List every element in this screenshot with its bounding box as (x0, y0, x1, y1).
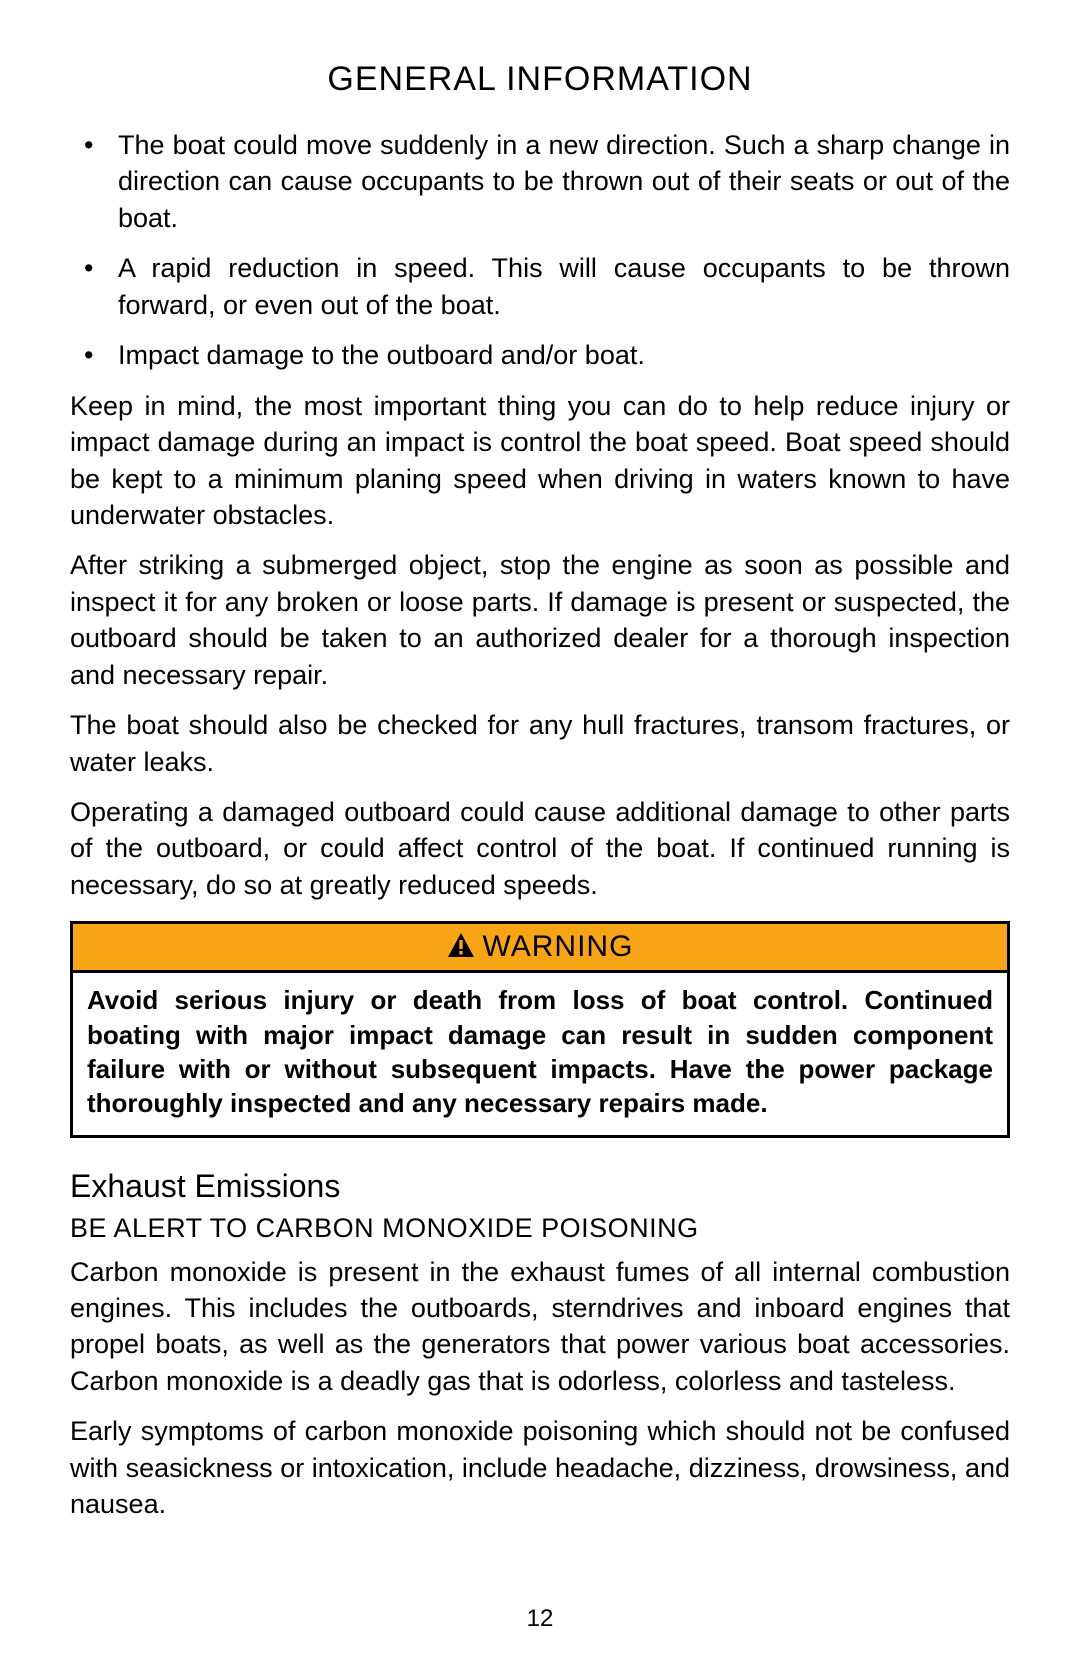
hazard-bullet-list: The boat could move suddenly in a new di… (70, 127, 1010, 374)
body-paragraph: The boat should also be checked for any … (70, 707, 1010, 780)
warning-box: WARNING Avoid serious injury or death fr… (70, 921, 1010, 1137)
page-number: 12 (0, 1605, 1080, 1633)
page-title: GENERAL INFORMATION (70, 60, 1010, 99)
body-paragraph: After striking a submerged object, stop … (70, 547, 1010, 693)
warning-triangle-icon (447, 932, 475, 958)
warning-body: Avoid serious injury or death from loss … (73, 973, 1007, 1134)
body-paragraph: Carbon monoxide is present in the exhaus… (70, 1254, 1010, 1400)
list-item: A rapid reduction in speed. This will ca… (70, 250, 1010, 323)
body-paragraph: Early symptoms of carbon monoxide poison… (70, 1413, 1010, 1522)
list-item: The boat could move suddenly in a new di… (70, 127, 1010, 236)
list-item: Impact damage to the outboard and/or boa… (70, 337, 1010, 373)
subsection-heading: BE ALERT TO CARBON MONOXIDE POISONING (70, 1213, 1010, 1244)
section-heading: Exhaust Emissions (70, 1168, 1010, 1205)
warning-label: WARNING (483, 930, 634, 963)
body-paragraph: Operating a damaged outboard could cause… (70, 794, 1010, 903)
warning-header: WARNING (73, 924, 1007, 973)
body-paragraph: Keep in mind, the most important thing y… (70, 388, 1010, 534)
